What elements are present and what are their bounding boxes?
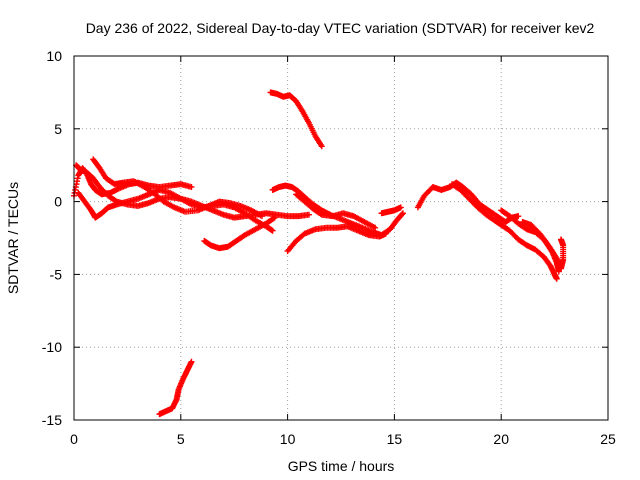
x-tick-label: 25 xyxy=(600,431,616,447)
y-tick-label: -10 xyxy=(42,339,62,355)
x-tick-label: 10 xyxy=(280,431,296,447)
data-point xyxy=(258,213,265,220)
y-tick-label: 0 xyxy=(54,194,62,210)
axis-ticks: 0 5 10 15 20 25 10 5 0 -5 -10 -15 xyxy=(42,48,616,447)
data-points xyxy=(71,89,567,418)
data-point xyxy=(188,184,195,191)
series-track-c xyxy=(75,186,276,234)
y-tick-label: -5 xyxy=(50,266,63,282)
data-point xyxy=(318,143,325,150)
data-point xyxy=(399,210,406,217)
data-point xyxy=(372,224,379,231)
x-tick-label: 15 xyxy=(387,431,403,447)
data-point xyxy=(317,210,324,217)
plot-frame xyxy=(73,55,609,421)
series-track-m xyxy=(449,181,560,282)
series-track-f xyxy=(267,89,325,150)
data-point xyxy=(555,268,562,275)
x-tick-label: 20 xyxy=(493,431,509,447)
series-track-j xyxy=(378,204,404,217)
data-point xyxy=(397,204,404,211)
series-track-d xyxy=(90,156,265,220)
series-track-k xyxy=(156,358,195,418)
y-tick-label: 5 xyxy=(54,121,62,137)
series-track-e xyxy=(201,214,278,252)
data-point xyxy=(515,213,522,220)
series-track-h xyxy=(284,223,389,255)
data-point xyxy=(269,227,276,234)
x-tick-label: 5 xyxy=(177,431,185,447)
chart-title: Day 236 of 2022, Sidereal Day-to-day VTE… xyxy=(86,20,595,36)
x-tick-label: 0 xyxy=(70,431,78,447)
y-tick-label: 10 xyxy=(46,48,62,64)
series-track-o xyxy=(519,218,562,275)
data-point xyxy=(271,214,278,221)
x-axis-label: GPS time / hours xyxy=(288,458,395,474)
data-point xyxy=(399,211,406,218)
data-point xyxy=(188,358,195,365)
data-point xyxy=(305,211,312,218)
data-point xyxy=(382,230,389,237)
data-point xyxy=(553,275,560,282)
series-track-i xyxy=(293,191,379,231)
grid-lines xyxy=(74,56,608,420)
y-axis-label: SDTVAR / TECUs xyxy=(5,182,21,294)
series-track-l xyxy=(414,179,522,225)
y-tick-label: -15 xyxy=(42,412,62,428)
data-point xyxy=(270,215,277,222)
data-point xyxy=(558,236,565,243)
